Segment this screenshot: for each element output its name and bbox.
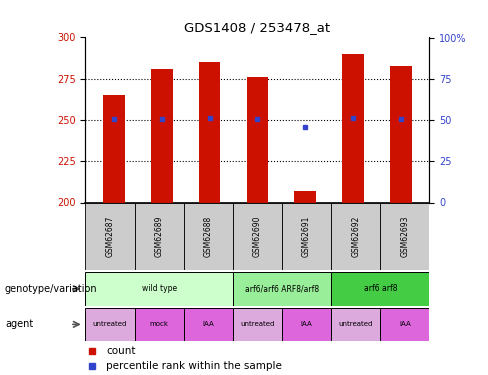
Text: GSM62692: GSM62692 [351, 216, 360, 257]
Text: untreated: untreated [240, 321, 275, 327]
Bar [342, 54, 364, 202]
Text: genotype/variation: genotype/variation [5, 284, 98, 294]
Bar [282, 308, 331, 341]
Bar [331, 272, 429, 306]
Bar [294, 191, 316, 202]
Text: untreated: untreated [339, 321, 373, 327]
Text: IAA: IAA [203, 321, 214, 327]
Bar [380, 308, 429, 341]
Bar [199, 62, 221, 202]
Text: wild type: wild type [142, 284, 177, 293]
Text: IAA: IAA [399, 321, 411, 327]
Title: GDS1408 / 253478_at: GDS1408 / 253478_at [184, 21, 330, 33]
Text: GSM62688: GSM62688 [204, 216, 213, 257]
Bar [85, 272, 233, 306]
Bar [282, 202, 331, 270]
Bar [331, 308, 380, 341]
Bar [246, 77, 268, 203]
Text: arf6/arf6 ARF8/arf8: arf6/arf6 ARF8/arf8 [245, 284, 319, 293]
Text: arf6 arf8: arf6 arf8 [364, 284, 397, 293]
Bar [183, 308, 233, 341]
Bar [233, 272, 331, 306]
Bar [151, 69, 173, 203]
Text: GSM62689: GSM62689 [155, 216, 163, 257]
Text: percentile rank within the sample: percentile rank within the sample [106, 360, 282, 370]
Text: mock: mock [150, 321, 169, 327]
Text: GSM62687: GSM62687 [105, 216, 115, 257]
Text: GSM62690: GSM62690 [253, 216, 262, 257]
Text: untreated: untreated [93, 321, 127, 327]
Text: count: count [106, 346, 136, 356]
Bar [103, 95, 125, 202]
Text: GSM62693: GSM62693 [400, 216, 409, 257]
Bar [380, 202, 429, 270]
Bar [331, 202, 380, 270]
Bar [135, 202, 183, 270]
Bar [85, 308, 135, 341]
Bar [183, 202, 233, 270]
Bar [390, 66, 411, 203]
Text: GSM62691: GSM62691 [302, 216, 311, 257]
Bar [135, 308, 183, 341]
Bar [85, 202, 135, 270]
Text: IAA: IAA [301, 321, 312, 327]
Bar [233, 202, 282, 270]
Bar [233, 308, 282, 341]
Text: agent: agent [5, 320, 33, 329]
